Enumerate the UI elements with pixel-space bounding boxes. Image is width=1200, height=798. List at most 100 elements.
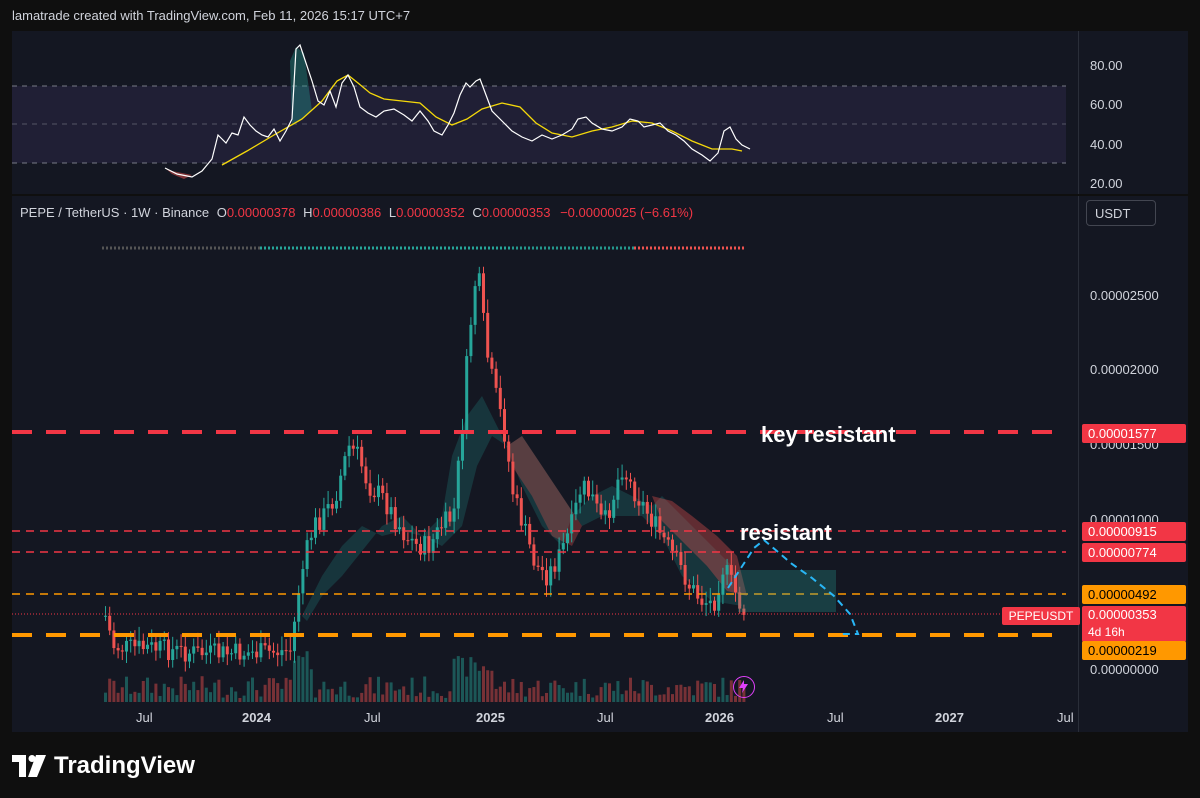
key-resistance-tag[interactable]: 0.00001577 <box>1082 424 1186 443</box>
accumulation-zone[interactable] <box>738 570 836 612</box>
volume-bar <box>536 680 540 702</box>
price-scale-divider <box>1078 196 1079 732</box>
volume-bar <box>230 687 233 702</box>
candle-body <box>507 441 511 462</box>
volume-bar <box>427 696 431 702</box>
candle-body <box>129 639 133 641</box>
volume-bar <box>423 676 427 702</box>
volume-bar <box>133 691 137 702</box>
volume-bar <box>120 687 124 702</box>
volume-bar <box>641 680 645 702</box>
volume-bar <box>108 678 112 702</box>
candle-body <box>729 565 733 575</box>
currency-button[interactable]: USDT <box>1086 200 1156 226</box>
candle-body <box>339 475 343 501</box>
candle-body <box>196 646 200 648</box>
candle-body <box>221 646 225 658</box>
volume-bars <box>104 651 746 702</box>
volume-bar <box>532 687 536 702</box>
volume-bar <box>637 693 641 702</box>
rsi-scale-divider <box>1078 31 1079 194</box>
chart-attribution: lamatrade created with TradingView.com, … <box>12 8 411 23</box>
support-2-tag[interactable]: 0.00000219 <box>1082 641 1186 660</box>
volume-bar <box>326 689 330 702</box>
candle-body <box>574 502 578 515</box>
volume-bar <box>335 694 338 702</box>
volume-bar <box>343 681 347 702</box>
symbol-legend[interactable]: PEPE / TetherUS · 1W · Binance O0.000003… <box>20 205 693 220</box>
resistance-annotation[interactable]: resistant <box>740 520 832 545</box>
volume-bar <box>419 692 422 702</box>
volume-bar <box>717 696 721 702</box>
time-tick-2024: 2024 <box>242 710 271 725</box>
candle-body <box>116 648 120 651</box>
time-tick-2025: 2025 <box>476 710 505 725</box>
volume-bar <box>473 662 477 702</box>
volume-bar <box>276 683 280 702</box>
volume-bar <box>490 670 494 702</box>
volume-bar <box>431 691 435 702</box>
candle-body <box>158 640 162 651</box>
legend-o-label: O <box>216 205 227 220</box>
candle-body <box>125 640 128 652</box>
resistance-2-tag[interactable]: 0.00000774 <box>1082 543 1186 562</box>
volume-bar <box>393 690 397 702</box>
candle-body <box>570 514 574 534</box>
candle-body <box>225 646 229 655</box>
candle-body <box>662 532 666 538</box>
volume-bar <box>561 688 565 702</box>
volume-bar <box>267 678 271 702</box>
volume-bar <box>519 681 523 702</box>
volume-bar <box>645 681 649 702</box>
candle-body <box>209 645 212 653</box>
volume-bar <box>503 681 506 702</box>
candle-body <box>372 495 376 498</box>
candle-body <box>263 643 267 646</box>
volume-bar <box>629 677 632 702</box>
price-pane[interactable] <box>12 196 1188 732</box>
candle-body <box>360 446 364 467</box>
candle-body <box>347 445 351 457</box>
rsi-pane[interactable] <box>12 31 1188 194</box>
candle-body <box>578 494 582 503</box>
rsi-tick-60: 60.00 <box>1090 97 1123 112</box>
candle-body <box>566 533 569 544</box>
volume-bar <box>692 695 695 702</box>
volume-bar <box>612 690 616 702</box>
volume-bar <box>675 685 679 702</box>
candle-body <box>305 540 309 570</box>
volume-bar <box>721 677 725 702</box>
candle-body <box>435 527 439 540</box>
volume-bar <box>713 683 716 702</box>
support-1-tag[interactable]: 0.00000492 <box>1082 585 1186 604</box>
lightning-icon[interactable] <box>733 676 755 698</box>
projection-path[interactable] <box>727 538 860 635</box>
key-resistance-annotation[interactable]: key resistant <box>761 422 896 447</box>
legend-c-label: C <box>472 205 482 220</box>
resistance-1-tag[interactable]: 0.00000915 <box>1082 522 1186 541</box>
candle-body <box>146 644 149 650</box>
candle-body <box>108 615 112 631</box>
volume-bar <box>528 688 532 702</box>
candle-body <box>322 508 326 530</box>
volume-bar <box>200 676 204 702</box>
candle-body <box>540 566 544 571</box>
volume-bar <box>515 693 519 702</box>
candle-body <box>259 643 263 658</box>
candle-body <box>330 504 334 509</box>
volume-bar <box>494 688 498 702</box>
candle-body <box>364 466 368 484</box>
volume-bar <box>280 688 284 702</box>
candle-body <box>498 387 502 410</box>
volume-bar <box>570 692 574 702</box>
candle-body <box>734 574 737 593</box>
volume-bar <box>402 686 406 702</box>
candle-body <box>288 650 292 652</box>
candle-body <box>473 286 477 325</box>
candle-body <box>440 527 443 529</box>
candle-body <box>629 479 632 482</box>
volume-bar <box>234 691 238 702</box>
volume-bar <box>347 695 351 702</box>
brand-logo[interactable]: TradingView <box>12 752 195 780</box>
tradingview-logo-icon <box>12 755 46 777</box>
